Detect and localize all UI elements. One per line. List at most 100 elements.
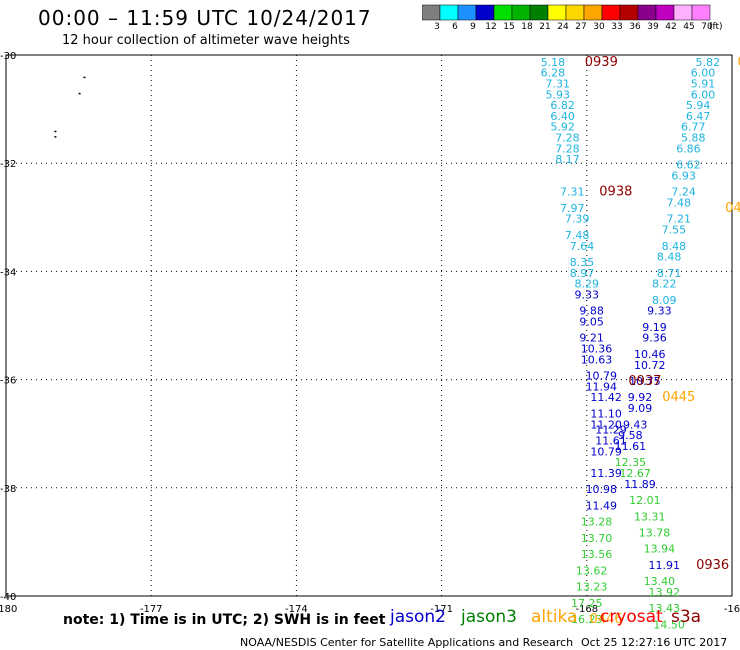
wave-height-value: 11.10 (590, 407, 622, 420)
wave-height-value: 9.58 (618, 429, 643, 442)
satellite-altika: altika (531, 607, 578, 627)
wave-height-value: 9.92 (628, 391, 653, 404)
wave-height-value: 13.31 (634, 510, 666, 523)
wave-height-value: 8.48 (657, 251, 682, 264)
wave-height-value: 7.28 (555, 132, 580, 145)
wave-height-value: 5.94 (686, 99, 711, 112)
wave-height-value: 13.78 (639, 526, 671, 539)
legend-label: 70 (701, 22, 713, 32)
wave-height-value: 6.00 (691, 88, 716, 101)
legend-label: 33 (611, 22, 623, 32)
wave-height-value: 13.28 (581, 516, 613, 529)
wave-height-value: 6.40 (550, 110, 575, 123)
wave-height-value: 10.72 (634, 359, 666, 372)
legend-label: 27 (575, 22, 587, 32)
wave-height-value: 5.93 (546, 88, 571, 101)
wave-height-value: 9.33 (647, 305, 672, 318)
pass-time-label: 0938 (599, 185, 632, 200)
wave-height-value: 11.39 (590, 467, 622, 480)
land-point (78, 92, 81, 95)
wave-height-value: 11.91 (648, 559, 680, 572)
pass-time-label: 0444 (725, 201, 740, 216)
wave-height-value: 11.61 (615, 440, 647, 453)
pass-time-label: 0939 (585, 55, 618, 70)
wave-height-value: 13.43 (648, 602, 680, 615)
wave-height-value: 8.97 (570, 267, 595, 280)
wave-height-value: 7.28 (555, 142, 580, 155)
note-text: note: 1) Time is in UTC; 2) SWH is in fe… (63, 612, 386, 628)
wave-height-value: 5.88 (681, 132, 706, 145)
wave-height-value: 6.28 (541, 67, 566, 80)
legend-label: 6 (452, 22, 458, 32)
pass-time-label: 0 (738, 55, 740, 70)
x-tick-label: -177 (140, 604, 163, 615)
wave-height-value: 6.93 (671, 169, 696, 182)
legend-label: 36 (629, 22, 641, 32)
wave-height-value: 9.09 (628, 402, 653, 415)
chart-subtitle: 12 hour collection of altimeter wave hei… (62, 33, 350, 48)
y-tick-label: -30 (0, 51, 16, 62)
y-tick-label: -32 (0, 159, 16, 170)
wave-height-value: 11.42 (590, 391, 622, 404)
legend-label: 12 (485, 22, 497, 32)
wave-height-value: 7.31 (560, 186, 585, 199)
wave-height-value: 13.23 (576, 581, 608, 594)
plot-frame (5, 54, 733, 597)
wave-height-value: 10.98 (586, 483, 618, 496)
x-tick-label: -168 (575, 604, 598, 615)
wave-height-value: 6.77 (681, 121, 706, 134)
wave-height-value: 12.01 (629, 494, 661, 507)
satellite-jason3: jason3 (461, 607, 517, 627)
wave-height-value: 14.50 (653, 618, 685, 631)
legend-label: 15 (503, 22, 515, 32)
wave-height-value: 8.48 (662, 240, 687, 253)
wave-height-value: 11.29 (595, 424, 627, 437)
wave-height-value: 12.35 (615, 456, 647, 469)
wave-height-value: 13.92 (648, 586, 680, 599)
wave-height-value: 8.09 (652, 294, 677, 307)
wave-height-value: 9.05 (579, 316, 604, 329)
wave-height-value: 9.36 (642, 332, 667, 345)
legend-label: 18 (521, 22, 533, 32)
satellite-s3a: s3a (671, 607, 702, 627)
legend-label: 24 (557, 22, 569, 32)
x-tick-label: -180 (0, 604, 17, 615)
legend-label: 9 (470, 22, 476, 32)
wave-height-value: 7.39 (565, 213, 590, 226)
wave-height-value: 7.24 (671, 186, 696, 199)
wave-height-value: 6.86 (676, 142, 701, 155)
wave-height-value: 11.89 (624, 478, 656, 491)
wave-height-value: 6.62 (676, 159, 701, 172)
wave-height-value: 7.55 (662, 224, 687, 237)
wave-height-value: 8.71 (657, 267, 682, 280)
wave-height-value: 9.19 (642, 321, 667, 334)
x-tick-label: -16 (724, 604, 740, 615)
pass-time-label: 0936 (696, 558, 729, 573)
y-tick-label: -40 (0, 592, 16, 603)
wave-height-value: 7.97 (560, 202, 585, 215)
legend-label: 21 (539, 22, 551, 32)
wave-height-value: 7.48 (667, 196, 692, 209)
wave-height-value: 10.36 (581, 343, 613, 356)
wave-height-value: 17.25 (571, 597, 603, 610)
wave-height-value: 9.88 (579, 305, 604, 318)
wave-height-value: 13.40 (644, 575, 676, 588)
pass-time-label: 0446 (590, 612, 623, 627)
wave-height-value: 12.67 (619, 467, 651, 480)
wave-height-value: 16.23 (571, 613, 603, 626)
land-point (54, 130, 57, 133)
wave-height-value: 9.21 (579, 332, 604, 345)
legend-label: 42 (665, 22, 677, 32)
wave-height-value: 11.94 (586, 380, 618, 393)
wave-height-value: 13.56 (581, 548, 613, 561)
wave-height-value: 6.82 (550, 99, 575, 112)
wave-height-value: 7.21 (667, 213, 692, 226)
footer-timestamp: Oct 25 12:27:16 UTC 2017 (581, 636, 728, 649)
y-tick-label: -34 (0, 267, 16, 278)
legend-swatch (691, 4, 711, 21)
wave-height-value: 5.18 (541, 56, 566, 69)
wave-height-value: 13.62 (576, 564, 608, 577)
x-tick-label: -174 (285, 604, 308, 615)
wave-height-value: 8.17 (555, 153, 580, 166)
x-tick-label: -171 (430, 604, 453, 615)
